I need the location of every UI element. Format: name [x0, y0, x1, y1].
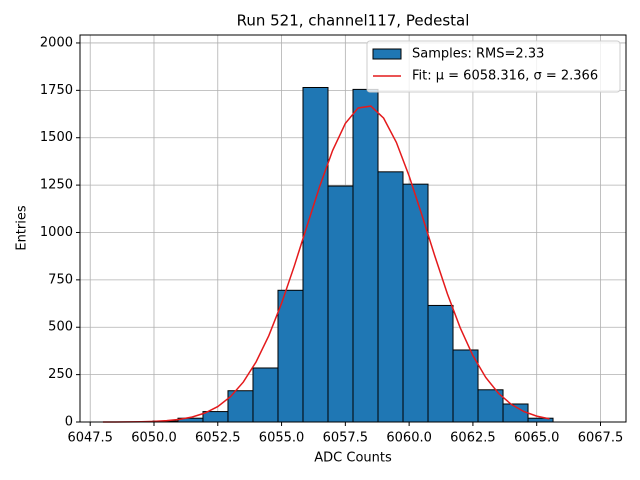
- bar: [327, 185, 354, 423]
- chart-title: Run 521, channel117, Pedestal: [237, 12, 470, 30]
- bar: [377, 171, 404, 423]
- legend: Samples: RMS=2.33 Fit: μ = 6058.316, σ = …: [366, 40, 621, 93]
- bar: [252, 367, 279, 423]
- legend-label: Fit: μ = 6058.316, σ = 2.366: [412, 69, 598, 84]
- x-tick-label: 6060.0: [386, 431, 432, 446]
- marks: [102, 86, 554, 423]
- legend-box: [366, 40, 621, 93]
- x-tick-label: 6057.5: [323, 431, 369, 446]
- bar: [477, 389, 504, 423]
- y-tick-label: 1750: [40, 83, 73, 98]
- bar: [402, 183, 429, 423]
- bar: [277, 289, 304, 423]
- y-tick-label: 750: [48, 272, 73, 287]
- x-tick-label: 6052.5: [195, 431, 241, 446]
- y-axis-label: Entries: [15, 205, 30, 251]
- legend-label: Samples: RMS=2.33: [412, 47, 544, 62]
- y-tick-label: 0: [65, 415, 73, 430]
- bar: [202, 411, 229, 423]
- x-tick-label: 6065.0: [514, 431, 560, 446]
- bar: [302, 86, 329, 423]
- bar: [427, 304, 454, 423]
- x-tick-label: 6062.5: [450, 431, 496, 446]
- y-tick-label: 250: [48, 367, 73, 382]
- y-tick-label: 1000: [40, 225, 73, 240]
- bar: [352, 88, 379, 423]
- plot-frame: [79, 34, 627, 423]
- y-tick-label: 2000: [40, 35, 73, 50]
- x-axis-label: ADC Counts: [314, 451, 392, 466]
- y-tick-label: 1500: [40, 130, 73, 145]
- fit-line: [102, 105, 550, 423]
- y-tick-label: 1250: [40, 178, 73, 193]
- x-tick-label: 6067.5: [578, 431, 624, 446]
- x-tick-label: 6055.0: [259, 431, 305, 446]
- legend-swatch: [372, 48, 402, 60]
- bar: [452, 349, 479, 423]
- x-tick-label: 6050.0: [131, 431, 177, 446]
- y-tick-label: 500: [48, 320, 73, 335]
- x-tick-label: 6047.5: [67, 431, 113, 446]
